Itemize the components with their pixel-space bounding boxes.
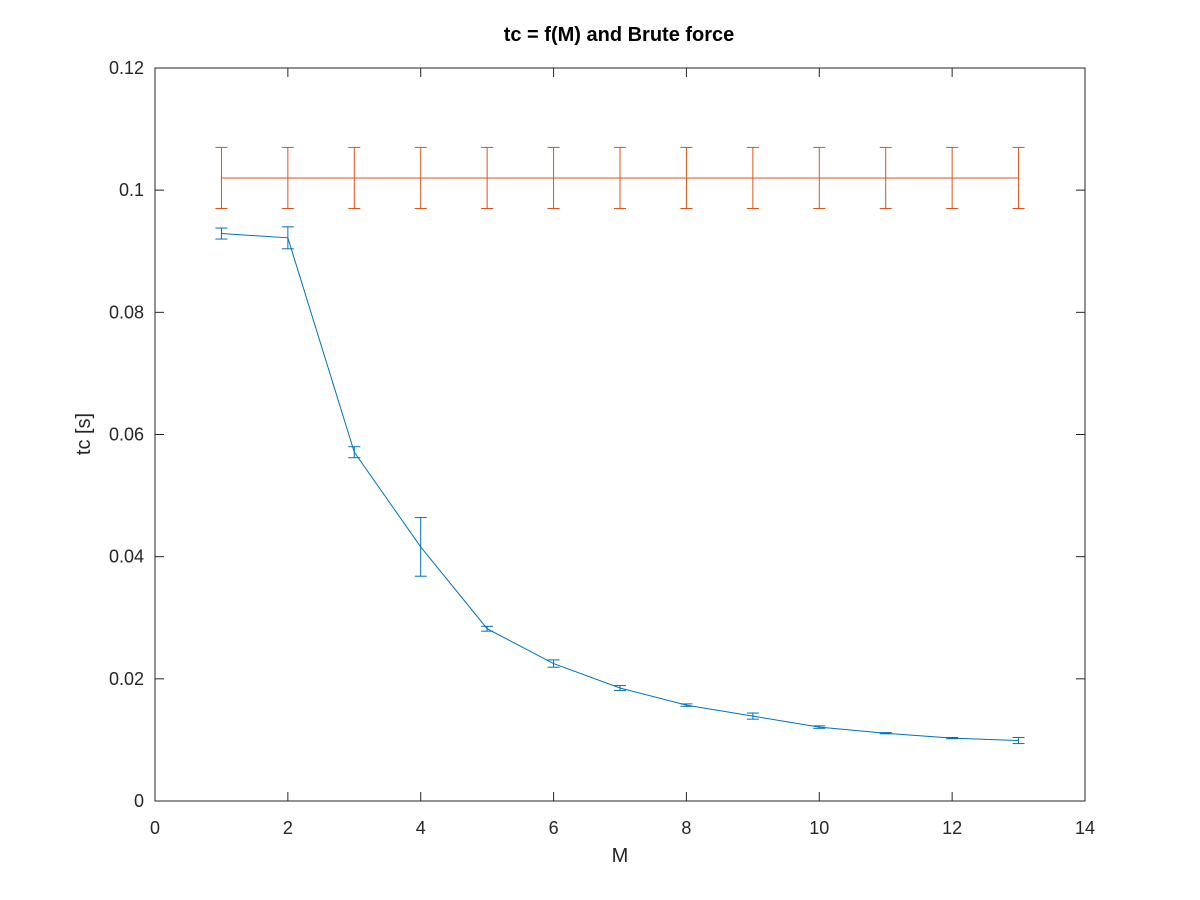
x-tick-label: 10 xyxy=(809,818,829,838)
x-tick-label: 12 xyxy=(942,818,962,838)
y-tick-label: 0.04 xyxy=(109,547,144,567)
y-tick-label: 0.1 xyxy=(119,180,144,200)
x-tick-label: 4 xyxy=(416,818,426,838)
x-tick-label: 14 xyxy=(1075,818,1095,838)
x-tick-label: 0 xyxy=(150,818,160,838)
x-tick-label: 8 xyxy=(681,818,691,838)
y-axis-label: tc [s] xyxy=(73,413,95,455)
plot-area: 0 2 4 6 8 10 12 14 0 0.02 0.04 0.06 0.08 0.1 0.12 xyxy=(109,58,1095,838)
y-tick-label: 0 xyxy=(134,791,144,811)
y-tick-label: 0.08 xyxy=(109,302,144,322)
y-tick-label: 0.12 xyxy=(109,58,144,78)
x-tick-label: 2 xyxy=(283,818,293,838)
chart-title: tc = f(M) and Brute force xyxy=(504,24,735,46)
y-tick-label: 0.06 xyxy=(109,425,144,445)
y-tick-label: 0.02 xyxy=(109,669,144,689)
series-1-line xyxy=(221,233,1019,742)
x-axis-label: M xyxy=(612,845,629,867)
x-tick-label: 6 xyxy=(549,818,559,838)
